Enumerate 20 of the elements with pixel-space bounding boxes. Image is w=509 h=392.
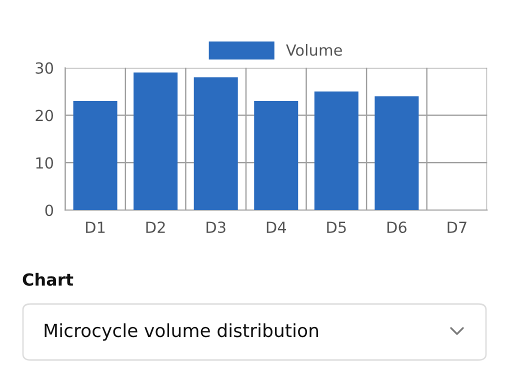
x-tick-label: D1 xyxy=(86,222,105,233)
text: Microcycle volume distribution xyxy=(44,323,318,341)
y-tick-label: 20 xyxy=(36,110,54,122)
bar xyxy=(73,101,118,210)
x-tick-label: D2 xyxy=(146,221,165,233)
x-tick-label: D4 xyxy=(266,222,286,233)
y-tick-label: 10 xyxy=(36,157,54,169)
x-tick-label: D7 xyxy=(448,222,466,233)
x-tick-label: D5 xyxy=(327,222,346,234)
y-tick-label: 30 xyxy=(36,62,54,74)
x-tick-label: D3 xyxy=(206,221,226,234)
text: Chart xyxy=(22,272,74,286)
bar xyxy=(254,101,298,210)
legend-label: Volume xyxy=(286,44,342,56)
bar xyxy=(374,96,419,210)
y-tick-label: 0 xyxy=(45,204,54,216)
x-tick-label: D6 xyxy=(387,221,406,234)
bar xyxy=(314,92,358,210)
bar xyxy=(134,72,178,210)
bar xyxy=(194,77,238,210)
